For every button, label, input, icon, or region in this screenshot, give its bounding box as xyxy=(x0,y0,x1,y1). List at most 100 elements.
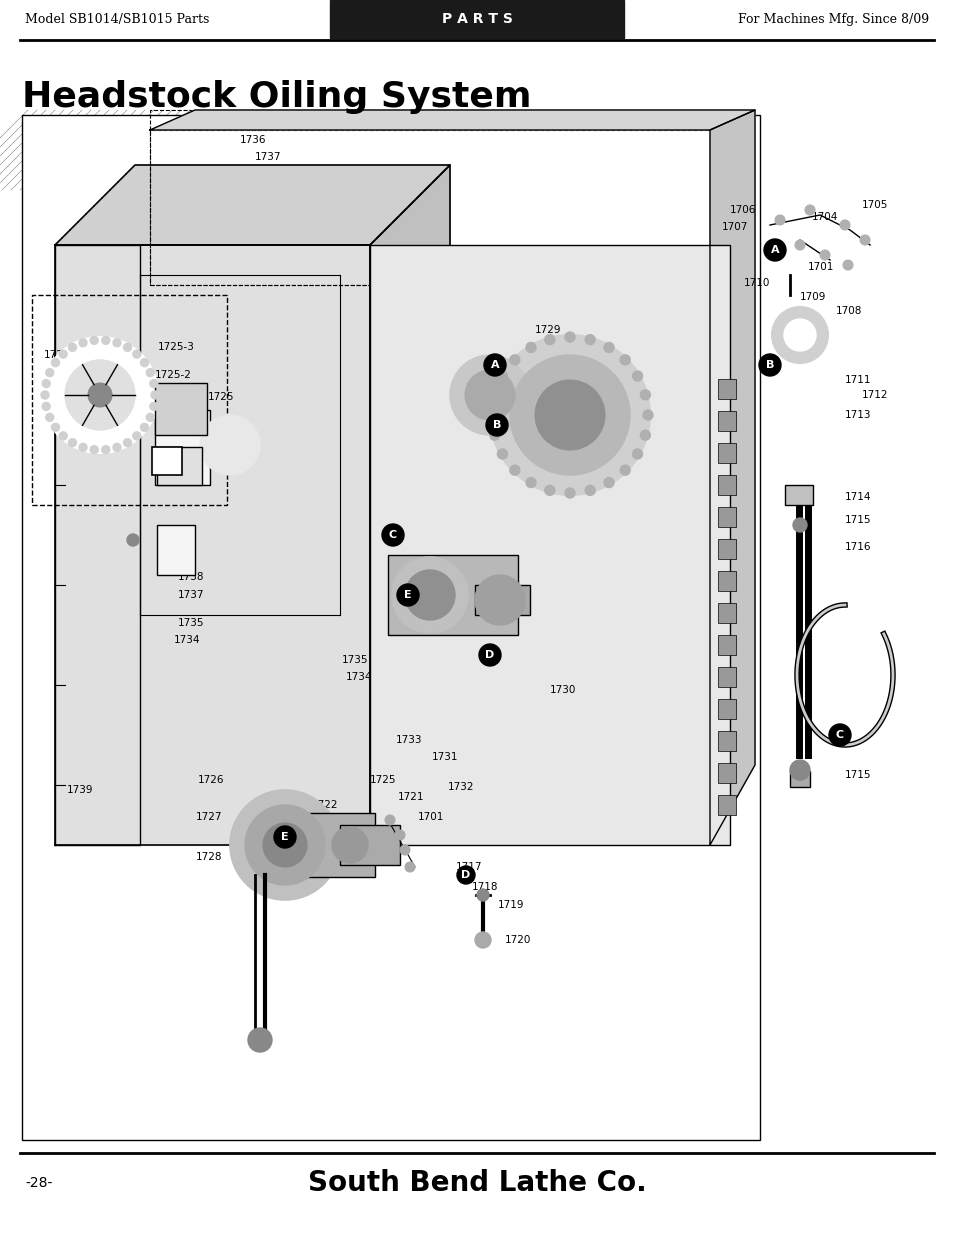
Circle shape xyxy=(42,337,158,453)
Circle shape xyxy=(59,351,67,358)
Bar xyxy=(718,443,735,463)
Circle shape xyxy=(584,335,595,345)
Circle shape xyxy=(475,576,524,625)
Circle shape xyxy=(381,524,403,546)
Circle shape xyxy=(405,571,455,620)
Circle shape xyxy=(274,826,295,848)
Circle shape xyxy=(525,342,536,352)
Circle shape xyxy=(146,414,154,421)
Text: P A R T S: P A R T S xyxy=(441,12,512,26)
Circle shape xyxy=(102,336,110,345)
Circle shape xyxy=(405,862,415,872)
Circle shape xyxy=(46,368,53,377)
Circle shape xyxy=(385,815,395,825)
Bar xyxy=(330,0,623,38)
Text: 1715: 1715 xyxy=(844,769,871,781)
Text: Headstock Oiling System: Headstock Oiling System xyxy=(22,80,531,114)
Circle shape xyxy=(112,338,121,347)
Text: For Machines Mfg. Since 8/09: For Machines Mfg. Since 8/09 xyxy=(737,12,928,26)
Circle shape xyxy=(490,335,649,495)
Text: 1706: 1706 xyxy=(729,205,755,215)
Circle shape xyxy=(535,380,604,450)
Bar xyxy=(718,603,735,622)
Text: E: E xyxy=(404,590,412,600)
Circle shape xyxy=(248,1028,272,1052)
Bar xyxy=(370,245,729,845)
Text: C: C xyxy=(835,730,843,740)
Text: -28-: -28- xyxy=(25,1176,52,1191)
Polygon shape xyxy=(55,165,450,245)
Text: 1725-1: 1725-1 xyxy=(44,350,81,359)
Circle shape xyxy=(332,827,368,863)
Text: A: A xyxy=(490,359,498,370)
Circle shape xyxy=(140,358,149,367)
Circle shape xyxy=(464,370,515,420)
Text: 1725-3: 1725-3 xyxy=(158,342,194,352)
Circle shape xyxy=(783,319,815,351)
Circle shape xyxy=(820,249,829,261)
Circle shape xyxy=(456,866,475,884)
Circle shape xyxy=(127,534,139,546)
Text: 1734: 1734 xyxy=(346,672,372,682)
Text: 1728: 1728 xyxy=(195,852,222,862)
Circle shape xyxy=(41,391,49,399)
Circle shape xyxy=(132,432,141,440)
Text: 1731: 1731 xyxy=(432,752,458,762)
Circle shape xyxy=(151,391,159,399)
Circle shape xyxy=(42,379,51,388)
Circle shape xyxy=(828,724,850,746)
Circle shape xyxy=(497,370,507,382)
Bar xyxy=(718,571,735,592)
Bar xyxy=(154,383,207,435)
Bar xyxy=(718,667,735,687)
Text: 1722: 1722 xyxy=(312,800,337,810)
Circle shape xyxy=(102,446,110,453)
Text: A: A xyxy=(770,245,779,254)
Bar xyxy=(265,813,375,877)
Circle shape xyxy=(759,354,781,375)
Circle shape xyxy=(842,261,852,270)
Circle shape xyxy=(140,424,149,431)
Circle shape xyxy=(59,432,67,440)
Circle shape xyxy=(230,790,339,900)
Circle shape xyxy=(392,557,468,634)
Circle shape xyxy=(489,430,499,440)
Text: 1729: 1729 xyxy=(535,325,561,335)
Circle shape xyxy=(792,517,806,532)
Circle shape xyxy=(42,403,51,410)
Circle shape xyxy=(91,336,98,345)
Text: 1730: 1730 xyxy=(550,685,576,695)
Text: 1701: 1701 xyxy=(490,359,516,370)
Text: 1713: 1713 xyxy=(844,410,871,420)
Text: 1739: 1739 xyxy=(67,785,92,795)
Circle shape xyxy=(483,354,505,375)
Circle shape xyxy=(804,205,814,215)
Circle shape xyxy=(263,823,307,867)
Circle shape xyxy=(525,478,536,488)
Text: 1708: 1708 xyxy=(835,306,862,316)
Text: 1717: 1717 xyxy=(456,862,482,872)
Circle shape xyxy=(544,335,555,345)
Circle shape xyxy=(794,240,804,249)
Bar xyxy=(718,508,735,527)
Text: 1701: 1701 xyxy=(417,811,444,823)
Text: 1738: 1738 xyxy=(178,572,204,582)
Bar xyxy=(157,525,194,576)
Text: 1714: 1714 xyxy=(844,492,871,501)
Text: 1732: 1732 xyxy=(448,782,474,792)
Circle shape xyxy=(146,368,154,377)
Circle shape xyxy=(486,410,497,420)
Text: 1715: 1715 xyxy=(844,515,871,525)
Text: D: D xyxy=(461,869,470,881)
Circle shape xyxy=(584,485,595,495)
Bar xyxy=(718,411,735,431)
Bar xyxy=(718,763,735,783)
Bar xyxy=(150,130,720,285)
Circle shape xyxy=(497,450,507,459)
Circle shape xyxy=(564,488,575,498)
Text: 1716: 1716 xyxy=(844,542,871,552)
Circle shape xyxy=(639,430,650,440)
Text: 1724: 1724 xyxy=(305,832,332,842)
Text: 1725: 1725 xyxy=(370,776,396,785)
Bar xyxy=(152,447,182,475)
